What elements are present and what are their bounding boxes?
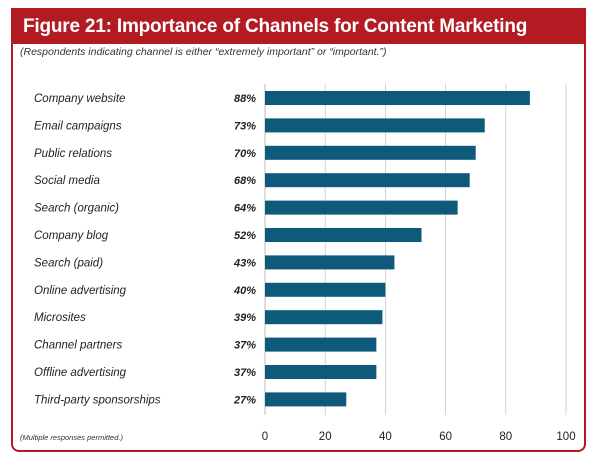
value-label: 70% [234,148,256,160]
bar [265,145,476,160]
value-label: 39% [234,312,256,324]
value-label: 52% [234,230,256,242]
value-label: 73% [234,120,256,132]
bar [265,200,458,215]
category-label: Third-party sponsorships [34,394,161,406]
bar [265,310,383,325]
category-label: Search (paid) [34,257,103,269]
value-label: 68% [234,175,256,187]
bar [265,173,470,188]
x-tick-label: 60 [439,431,452,443]
category-label: Public relations [34,148,112,160]
bar [265,91,530,105]
figure-subtitle: (Respondents indicating channel is eithe… [20,46,387,58]
bar [265,392,347,407]
bar [265,337,377,352]
x-tick-label: 20 [319,431,332,443]
bar [265,282,386,297]
category-label: Microsites [34,312,86,324]
bar [265,118,485,133]
value-label: 88% [234,93,256,105]
title-bar: Figure 21: Importance of Channels for Co… [13,10,584,44]
category-label: Online advertising [34,285,127,297]
category-label: Company website [34,93,125,105]
value-label: 37% [234,367,256,379]
category-label: Email campaigns [34,120,122,132]
category-label: Social media [34,175,100,187]
category-label: Search (organic) [34,203,119,215]
x-tick-label: 0 [262,431,268,443]
figure-title: Figure 21: Importance of Channels for Co… [23,16,528,37]
x-tick-label: 40 [379,431,392,443]
bar [265,255,395,270]
category-label: Company blog [34,230,109,242]
value-label: 27% [233,394,256,406]
figure-footnote: (Multiple responses permitted.) [20,433,123,442]
category-label: Offline advertising [34,367,127,379]
value-label: 37% [234,340,256,352]
category-label: Channel partners [34,340,122,352]
value-label: 64% [234,203,256,215]
value-label: 43% [233,257,256,269]
x-tick-label: 100 [556,431,575,443]
bar [265,228,422,242]
bar [265,365,377,379]
x-tick-label: 80 [499,431,512,443]
value-label: 40% [233,285,256,297]
